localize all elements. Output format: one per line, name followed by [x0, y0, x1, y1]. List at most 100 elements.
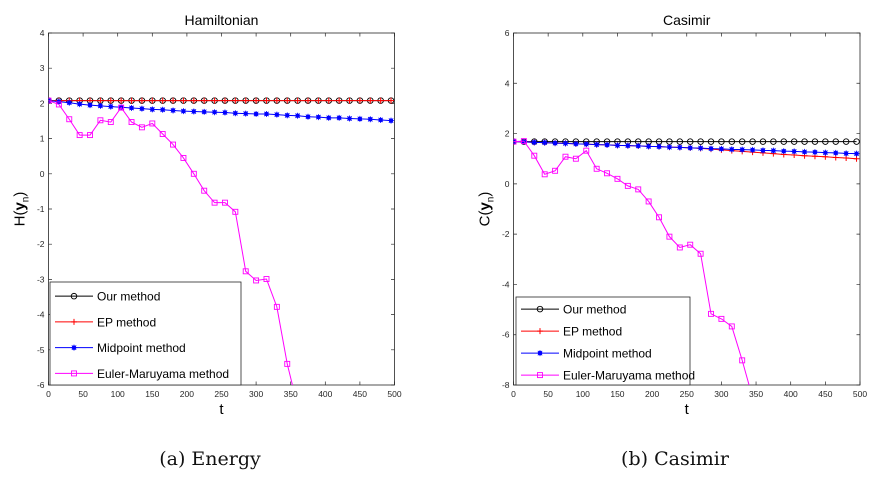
marker-star-rays: [242, 110, 249, 117]
series-midpoint-method: [513, 138, 860, 157]
series-line: [513, 140, 750, 385]
marker-circle: [770, 138, 777, 145]
y-tick-label: -4: [502, 279, 510, 289]
marker-star-rays: [87, 102, 94, 109]
marker-star-rays: [211, 109, 218, 116]
marker-star-rays: [645, 143, 652, 150]
y-tick-label: 3: [40, 63, 45, 73]
marker-square: [708, 310, 714, 317]
marker-star-rays: [832, 149, 839, 156]
marker-circle: [759, 138, 767, 145]
marker-plus: [367, 97, 374, 104]
marker-plus: [97, 97, 104, 104]
marker-star-rays: [770, 147, 777, 154]
y-tick-label: 6: [505, 28, 510, 38]
marker-plus: [221, 97, 228, 104]
marker-square: [66, 116, 73, 123]
y-tick-label: 2: [505, 129, 510, 139]
marker-star-rays: [843, 150, 850, 157]
legend: Our method EP method Midpoint method Euler-…: [515, 296, 695, 386]
marker-square: [697, 250, 704, 257]
marker-square: [520, 138, 527, 145]
x-tick-label: 200: [645, 389, 659, 399]
caption-a: (a) Energy: [159, 448, 261, 470]
marker-square: [222, 199, 228, 206]
marker-circle: [536, 305, 544, 313]
legend-box: [515, 296, 691, 386]
y-label-bold: y: [12, 202, 29, 211]
marker-square: [645, 198, 652, 205]
marker-star-rays: [572, 140, 579, 147]
marker-square: [159, 131, 166, 137]
series-our-method: [513, 138, 860, 145]
marker-star-rays: [284, 112, 291, 119]
marker-square: [76, 132, 83, 139]
marker-star-rays: [666, 144, 673, 151]
marker-plus: [305, 97, 311, 104]
legend: Our method EP method Midpoint method Euler-…: [49, 281, 242, 386]
marker-square: [666, 233, 673, 240]
marker-star-rays: [107, 103, 114, 110]
marker-star-rays: [635, 142, 642, 149]
marker-star-rays: [583, 141, 590, 148]
marker-star-rays: [388, 117, 395, 124]
marker-star-rays: [253, 110, 260, 117]
chart-title: Hamiltonian: [185, 12, 259, 28]
marker-star-rays: [138, 105, 145, 112]
marker-star-rays: [263, 110, 270, 117]
marker-square: [562, 153, 569, 160]
marker-circle: [832, 138, 839, 145]
y-label-bold: y: [477, 202, 494, 211]
marker-star-rays: [232, 110, 239, 117]
marker-star-rays: [708, 145, 715, 152]
marker-star-rays: [624, 142, 631, 149]
chart-title: Casimir: [663, 12, 711, 28]
x-tick-label: 250: [214, 389, 228, 399]
chart-2: Casimir 0 50 100 150 200 250 300 350 400 450 500 -8 -…: [477, 12, 868, 418]
marker-star-rays: [739, 146, 746, 153]
y-label-main: C(: [477, 211, 494, 227]
marker-square: [513, 138, 517, 145]
marker-plus: [325, 97, 332, 104]
legend-box: [49, 281, 242, 386]
marker-square: [253, 277, 260, 284]
y-tick-label: -2: [37, 239, 45, 249]
marker-star-rays: [170, 107, 177, 114]
marker-star-rays: [759, 147, 766, 154]
caption-b: (b) Casimir: [621, 448, 729, 470]
marker-square: [71, 370, 77, 377]
marker-plus: [180, 97, 187, 104]
marker-plus: [853, 155, 860, 162]
marker-circle: [790, 138, 798, 145]
legend-label: Midpoint method: [563, 347, 652, 361]
legend-label: EP method: [97, 315, 156, 329]
marker-star-rays: [273, 111, 280, 118]
marker-star-rays: [780, 148, 787, 155]
marker-plus: [346, 97, 353, 104]
marker-plus: [242, 97, 249, 104]
marker-plus: [356, 97, 363, 104]
marker-star-rays: [801, 148, 808, 155]
marker-circle: [697, 138, 704, 145]
x-tick-label: 450: [818, 389, 832, 399]
x-tick-label: 100: [111, 389, 125, 399]
marker-square: [190, 170, 197, 177]
marker-circle: [718, 138, 725, 145]
marker-square: [552, 167, 559, 174]
marker-square: [128, 119, 135, 126]
x-tick-label: 100: [576, 389, 590, 399]
marker-star-rays: [656, 143, 663, 150]
marker-square: [170, 141, 177, 148]
marker-plus: [149, 97, 156, 104]
marker-plus: [190, 97, 197, 104]
marker-star-rays: [749, 146, 756, 153]
marker-square: [676, 244, 683, 251]
y-tick-label: 4: [40, 28, 45, 38]
marker-star-rays: [687, 144, 694, 151]
marker-star-rays: [159, 106, 166, 113]
marker-star-rays: [791, 148, 798, 155]
x-tick-label: 400: [784, 389, 798, 399]
marker-circle: [780, 138, 788, 145]
marker-circle: [822, 138, 829, 145]
marker-circle: [707, 138, 715, 145]
